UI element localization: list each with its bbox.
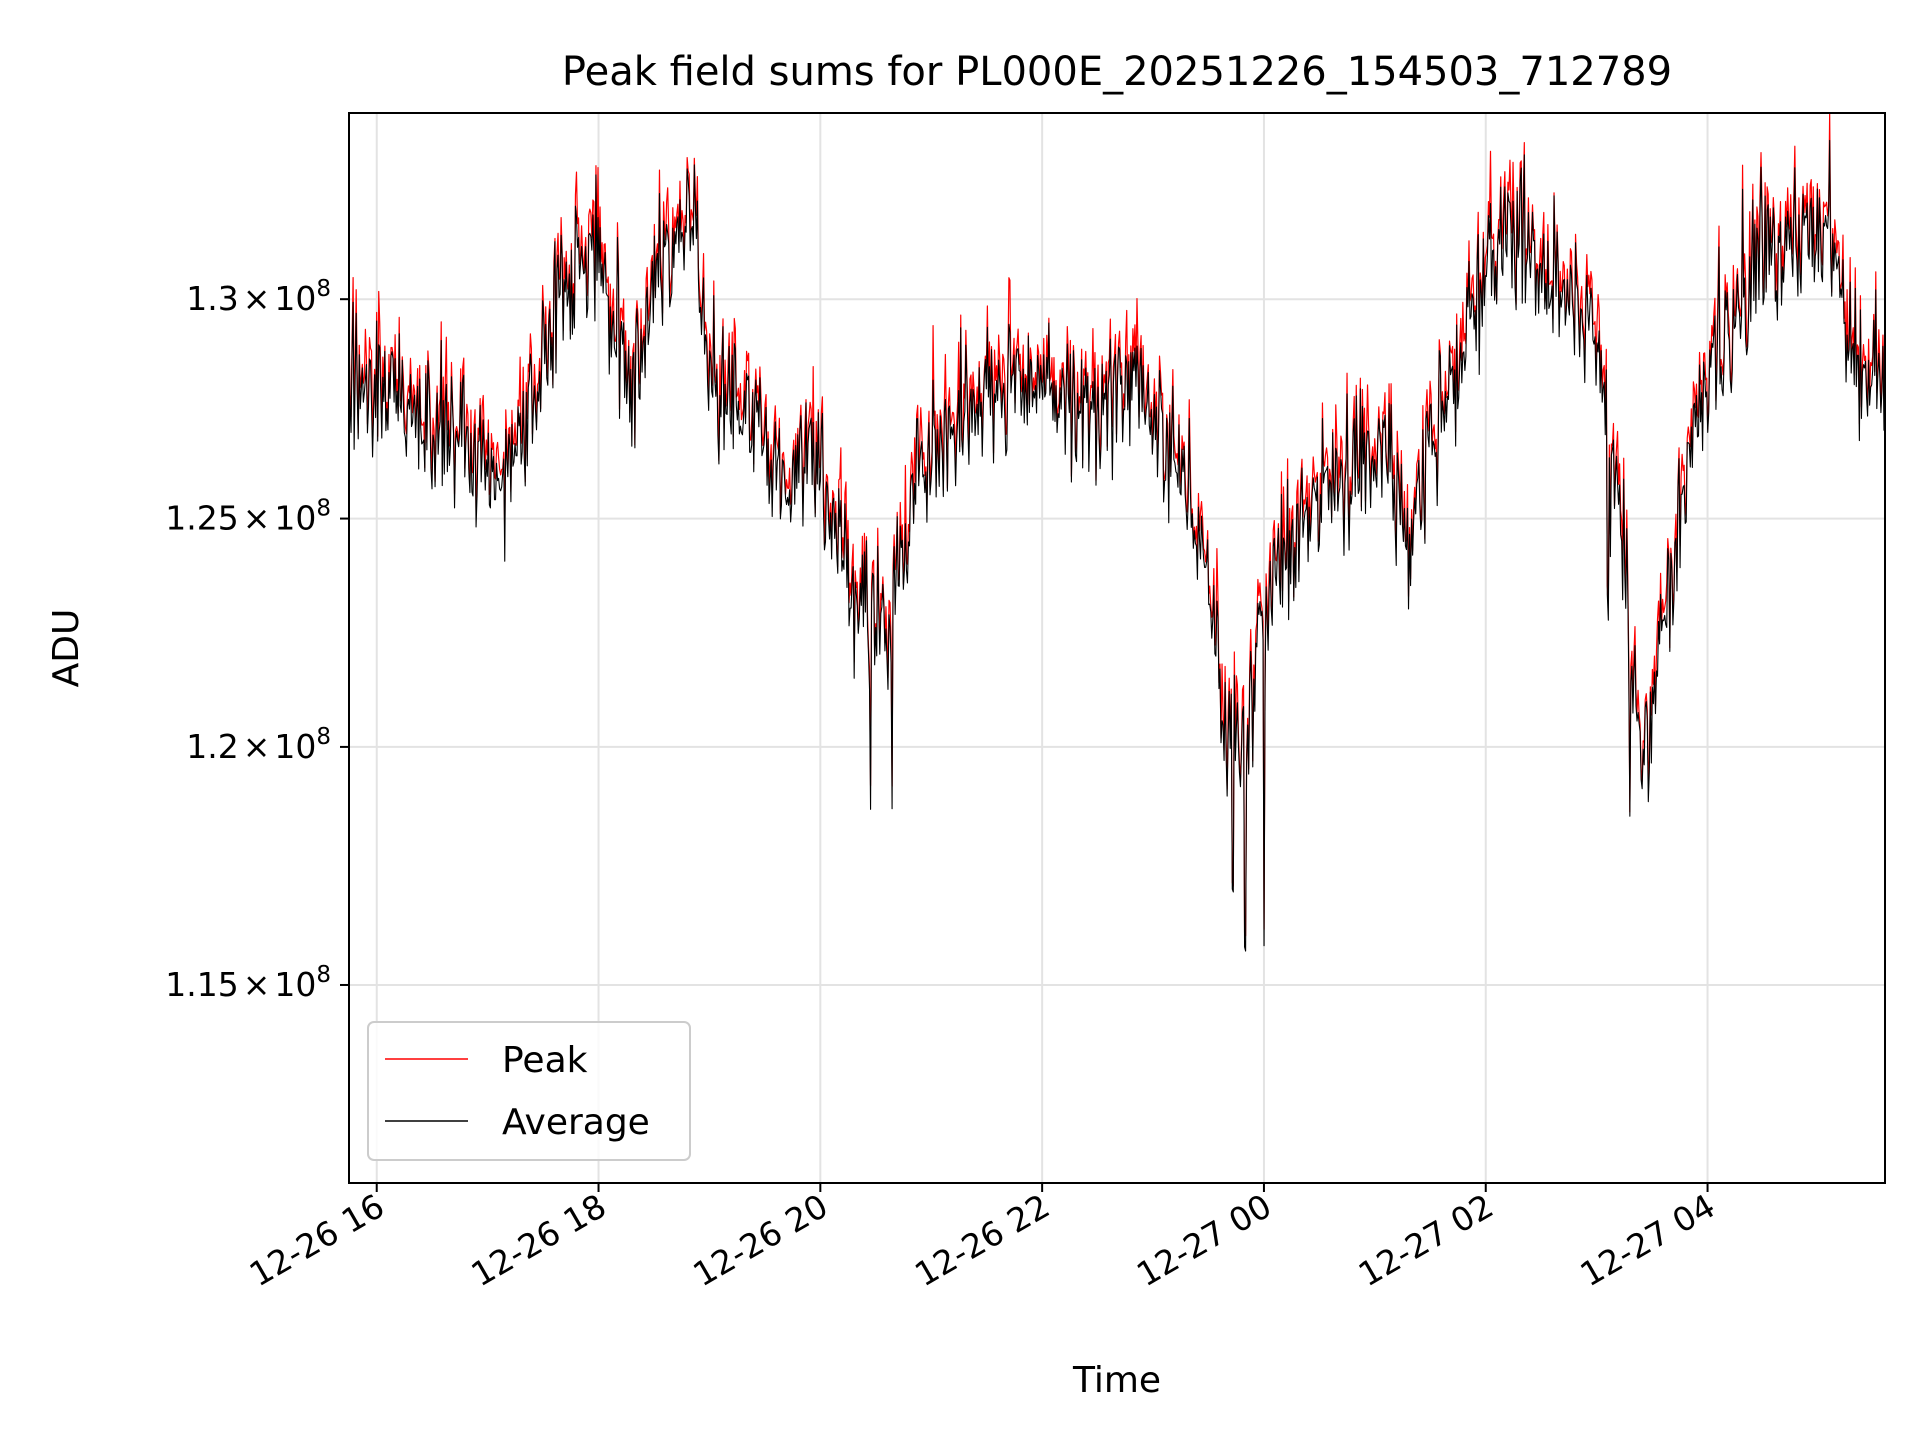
x-axis-label: Time	[1072, 1360, 1161, 1401]
y-tick-label: 1.15 × 108	[165, 962, 331, 1004]
chart-title: Peak field sums for PL000E_20251226_1545…	[562, 49, 1672, 95]
legend: Peak Average	[367, 1021, 691, 1161]
legend-label-peak: Peak	[502, 1040, 588, 1081]
y-tick-label: 1.25 × 108	[165, 496, 331, 538]
legend-label-average: Average	[502, 1102, 650, 1143]
legend-box	[367, 1021, 691, 1161]
plot-frame	[348, 112, 1886, 1184]
series-lines	[348, 112, 1886, 952]
y-axis-label: ADU	[46, 609, 87, 688]
y-tick-label: 1.2 × 108	[186, 724, 331, 766]
y-axis-ticks: 1.3 × 108 1.25 × 108 1.2 × 108 1.15 × 108	[165, 276, 349, 1004]
y-tick-label: 1.3 × 108	[186, 276, 331, 318]
series-line-average	[348, 139, 1886, 952]
